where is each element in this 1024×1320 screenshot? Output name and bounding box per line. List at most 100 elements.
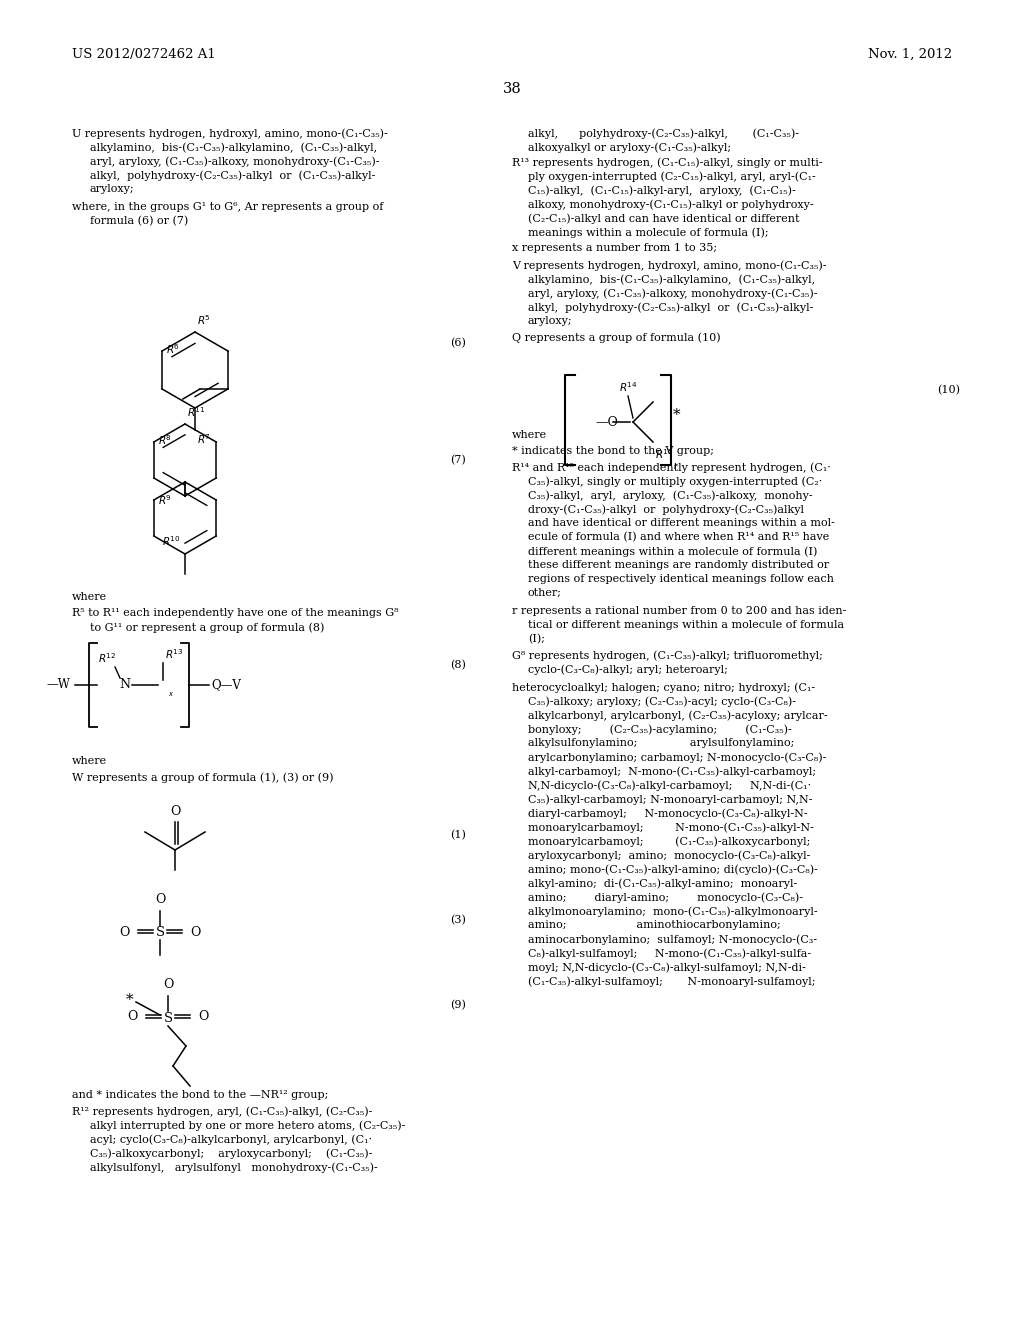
Text: alkylsulfonyl,   arylsulfonyl   monohydroxy-(C₁-C₃₅)-: alkylsulfonyl, arylsulfonyl monohydroxy-… bbox=[90, 1162, 378, 1172]
Text: O: O bbox=[128, 1011, 138, 1023]
Text: and have identical or different meanings within a mol-: and have identical or different meanings… bbox=[528, 517, 835, 528]
Text: O: O bbox=[170, 805, 180, 818]
Text: V represents hydrogen, hydroxyl, amino, mono-(C₁-C₃₅)-: V represents hydrogen, hydroxyl, amino, … bbox=[512, 260, 826, 271]
Text: US 2012/0272462 A1: US 2012/0272462 A1 bbox=[72, 48, 216, 61]
Text: *: * bbox=[673, 408, 681, 422]
Text: arylcarbonylamino; carbamoyl; N-monocyclo-(C₃-C₈)-: arylcarbonylamino; carbamoyl; N-monocycl… bbox=[528, 752, 826, 763]
Text: (1): (1) bbox=[450, 830, 466, 841]
Text: $R^{14}$: $R^{14}$ bbox=[618, 380, 637, 393]
Text: alkyl,      polyhydroxy-(C₂-C₃₅)-alkyl,       (C₁-C₃₅)-: alkyl, polyhydroxy-(C₂-C₃₅)-alkyl, (C₁-C… bbox=[528, 128, 799, 139]
Text: formula (6) or (7): formula (6) or (7) bbox=[90, 216, 188, 226]
Text: heterocycloalkyl; halogen; cyano; nitro; hydroxyl; (C₁-: heterocycloalkyl; halogen; cyano; nitro;… bbox=[512, 682, 815, 693]
Text: alkylcarbonyl, arylcarbonyl, (C₂-C₃₅)-acyloxy; arylcar-: alkylcarbonyl, arylcarbonyl, (C₂-C₃₅)-ac… bbox=[528, 710, 827, 721]
Text: *: * bbox=[126, 993, 134, 1007]
Text: alkyl,  polyhydroxy-(C₂-C₃₅)-alkyl  or  (C₁-C₃₅)-alkyl-: alkyl, polyhydroxy-(C₂-C₃₅)-alkyl or (C₁… bbox=[90, 170, 376, 181]
Text: moyl; N,N-dicyclo-(C₃-C₈)-alkyl-sulfamoyl; N,N-di-: moyl; N,N-dicyclo-(C₃-C₈)-alkyl-sulfamoy… bbox=[528, 962, 806, 973]
Text: other;: other; bbox=[528, 587, 562, 598]
Text: (I);: (I); bbox=[528, 634, 545, 644]
Text: alkyl interrupted by one or more hetero atoms, (C₂-C₃₅)-: alkyl interrupted by one or more hetero … bbox=[90, 1119, 406, 1130]
Text: diaryl-carbamoyl;     N-monocyclo-(C₃-C₈)-alkyl-N-: diaryl-carbamoyl; N-monocyclo-(C₃-C₈)-al… bbox=[528, 808, 808, 818]
Text: aminocarbonylamino;  sulfamoyl; N-monocyclo-(C₃-: aminocarbonylamino; sulfamoyl; N-monocyc… bbox=[528, 935, 817, 945]
Text: acyl; cyclo(C₃-C₈)-alkylcarbonyl, arylcarbonyl, (C₁·: acyl; cyclo(C₃-C₈)-alkylcarbonyl, arylca… bbox=[90, 1134, 372, 1144]
Text: N,N-dicyclo-(C₃-C₈)-alkyl-carbamoyl;     N,N-di-(C₁·: N,N-dicyclo-(C₃-C₈)-alkyl-carbamoyl; N,N… bbox=[528, 780, 811, 791]
Text: O: O bbox=[163, 978, 173, 991]
Text: regions of respectively identical meanings follow each: regions of respectively identical meanin… bbox=[528, 574, 834, 583]
Text: $R^{15}$: $R^{15}$ bbox=[655, 447, 674, 461]
Text: $R^{11}$: $R^{11}$ bbox=[187, 405, 206, 418]
Text: * indicates the bond to the V group;: * indicates the bond to the V group; bbox=[512, 446, 714, 455]
Text: monoarylcarbamoyl;         (C₁-C₃₅)-alkoxycarbonyl;: monoarylcarbamoyl; (C₁-C₃₅)-alkoxycarbon… bbox=[528, 836, 810, 846]
Text: alkoxy, monohydroxy-(C₁-C₁₅)-alkyl or polyhydroxy-: alkoxy, monohydroxy-(C₁-C₁₅)-alkyl or po… bbox=[528, 199, 814, 210]
Text: where: where bbox=[72, 591, 108, 602]
Text: $R^8$: $R^8$ bbox=[158, 433, 172, 447]
Text: $_r$: $_r$ bbox=[673, 462, 679, 473]
Text: U represents hydrogen, hydroxyl, amino, mono-(C₁-C₃₅)-: U represents hydrogen, hydroxyl, amino, … bbox=[72, 128, 388, 139]
Text: x represents a number from 1 to 35;: x represents a number from 1 to 35; bbox=[512, 243, 717, 253]
Text: alkoxyalkyl or aryloxy-(C₁-C₃₅)-alkyl;: alkoxyalkyl or aryloxy-(C₁-C₃₅)-alkyl; bbox=[528, 143, 731, 153]
Text: alkylsulfonylamino;               arylsulfonylamino;: alkylsulfonylamino; arylsulfonylamino; bbox=[528, 738, 795, 748]
Text: (6): (6) bbox=[450, 338, 466, 348]
Text: amino; mono-(C₁-C₃₅)-alkyl-amino; di(cyclo)-(C₃-C₈)-: amino; mono-(C₁-C₃₅)-alkyl-amino; di(cyc… bbox=[528, 865, 818, 875]
Text: O: O bbox=[198, 1011, 208, 1023]
Text: $R^5$: $R^5$ bbox=[197, 313, 211, 327]
Text: (10): (10) bbox=[937, 385, 961, 395]
Text: (C₁-C₃₅)-alkyl-sulfamoyl;       N-monoaryl-sulfamoyl;: (C₁-C₃₅)-alkyl-sulfamoyl; N-monoaryl-sul… bbox=[528, 975, 815, 986]
Text: these different meanings are randomly distributed or: these different meanings are randomly di… bbox=[528, 560, 829, 570]
Text: different meanings within a molecule of formula (I): different meanings within a molecule of … bbox=[528, 546, 817, 557]
Text: —W: —W bbox=[46, 678, 70, 692]
Text: $R^9$: $R^9$ bbox=[158, 494, 172, 507]
Text: Nov. 1, 2012: Nov. 1, 2012 bbox=[868, 48, 952, 61]
Text: amino;        diaryl-amino;        monocyclo-(C₃-C₈)-: amino; diaryl-amino; monocyclo-(C₃-C₈)- bbox=[528, 892, 803, 903]
Text: $R^6$: $R^6$ bbox=[166, 342, 180, 356]
Text: where: where bbox=[72, 756, 108, 766]
Text: alkyl,  polyhydroxy-(C₂-C₃₅)-alkyl  or  (C₁-C₃₅)-alkyl-: alkyl, polyhydroxy-(C₂-C₃₅)-alkyl or (C₁… bbox=[528, 302, 813, 313]
Text: ply oxygen-interrupted (C₂-C₁₅)-alkyl, aryl, aryl-(C₁-: ply oxygen-interrupted (C₂-C₁₅)-alkyl, a… bbox=[528, 172, 816, 182]
Text: alkyl-carbamoyl;  N-mono-(C₁-C₃₅)-alkyl-carbamoyl;: alkyl-carbamoyl; N-mono-(C₁-C₃₅)-alkyl-c… bbox=[528, 766, 816, 776]
Text: R¹³ represents hydrogen, (C₁-C₁₅)-alkyl, singly or multi-: R¹³ represents hydrogen, (C₁-C₁₅)-alkyl,… bbox=[512, 157, 822, 168]
Text: alkylamino,  bis-(C₁-C₃₅)-alkylamino,  (C₁-C₃₅)-alkyl,: alkylamino, bis-(C₁-C₃₅)-alkylamino, (C₁… bbox=[528, 275, 815, 285]
Text: aryloxy;: aryloxy; bbox=[528, 315, 572, 326]
Text: Q—V: Q—V bbox=[211, 678, 241, 692]
Text: (C₂-C₁₅)-alkyl and can have identical or different: (C₂-C₁₅)-alkyl and can have identical or… bbox=[528, 213, 800, 223]
Text: $R^{12}$: $R^{12}$ bbox=[97, 651, 116, 665]
Text: $R^7$: $R^7$ bbox=[197, 432, 211, 446]
Text: r represents a rational number from 0 to 200 and has iden-: r represents a rational number from 0 to… bbox=[512, 606, 847, 616]
Text: where: where bbox=[512, 430, 547, 440]
Text: $R^{10}$: $R^{10}$ bbox=[163, 535, 181, 548]
Text: (3): (3) bbox=[450, 915, 466, 925]
Text: (8): (8) bbox=[450, 660, 466, 671]
Text: (7): (7) bbox=[450, 455, 466, 466]
Text: C₃₅)-alkoxycarbonyl;    aryloxycarbonyl;    (C₁-C₃₅)-: C₃₅)-alkoxycarbonyl; aryloxycarbonyl; (C… bbox=[90, 1148, 373, 1159]
Text: ecule of formula (I) and where when R¹⁴ and R¹⁵ have: ecule of formula (I) and where when R¹⁴ … bbox=[528, 532, 829, 543]
Text: (9): (9) bbox=[450, 1001, 466, 1010]
Text: G⁸ represents hydrogen, (C₁-C₃₅)-alkyl; trifluoromethyl;: G⁸ represents hydrogen, (C₁-C₃₅)-alkyl; … bbox=[512, 649, 823, 660]
Text: O: O bbox=[155, 894, 165, 906]
Text: and * indicates the bond to the —NR¹² group;: and * indicates the bond to the —NR¹² gr… bbox=[72, 1090, 329, 1100]
Text: $_x$: $_x$ bbox=[168, 690, 174, 700]
Text: aryl, aryloxy, (C₁-C₃₅)-alkoxy, monohydroxy-(C₁-C₃₅)-: aryl, aryloxy, (C₁-C₃₅)-alkoxy, monohydr… bbox=[528, 288, 817, 298]
Text: cyclo-(C₃-C₈)-alkyl; aryl; heteroaryl;: cyclo-(C₃-C₈)-alkyl; aryl; heteroaryl; bbox=[528, 664, 728, 675]
Text: R¹⁴ and R¹⁵ each independently represent hydrogen, (C₁·: R¹⁴ and R¹⁵ each independently represent… bbox=[512, 462, 830, 473]
Text: aryl, aryloxy, (C₁-C₃₅)-alkoxy, monohydroxy-(C₁-C₃₅)-: aryl, aryloxy, (C₁-C₃₅)-alkoxy, monohydr… bbox=[90, 156, 380, 166]
Text: C₁₅)-alkyl,  (C₁-C₁₅)-alkyl-aryl,  aryloxy,  (C₁-C₁₅)-: C₁₅)-alkyl, (C₁-C₁₅)-alkyl-aryl, aryloxy… bbox=[528, 185, 796, 195]
Text: aryloxy;: aryloxy; bbox=[90, 183, 134, 194]
Text: alkylmonoarylamino;  mono-(C₁-C₃₅)-alkylmonoaryl-: alkylmonoarylamino; mono-(C₁-C₃₅)-alkylm… bbox=[528, 906, 817, 916]
Text: tical or different meanings within a molecule of formula: tical or different meanings within a mol… bbox=[528, 620, 844, 630]
Text: bonyloxy;        (C₂-C₃₅)-acylamino;        (C₁-C₃₅)-: bonyloxy; (C₂-C₃₅)-acylamino; (C₁-C₃₅)- bbox=[528, 723, 792, 734]
Text: R⁵ to R¹¹ each independently have one of the meanings G⁸: R⁵ to R¹¹ each independently have one of… bbox=[72, 609, 398, 618]
Text: $R^{13}$: $R^{13}$ bbox=[165, 647, 183, 661]
Text: to G¹¹ or represent a group of formula (8): to G¹¹ or represent a group of formula (… bbox=[90, 622, 325, 632]
Text: alkylamino,  bis-(C₁-C₃₅)-alkylamino,  (C₁-C₃₅)-alkyl,: alkylamino, bis-(C₁-C₃₅)-alkylamino, (C₁… bbox=[90, 143, 377, 153]
Text: C₃₅)-alkoxy; aryloxy; (C₂-C₃₅)-acyl; cyclo-(C₃-C₈)-: C₃₅)-alkoxy; aryloxy; (C₂-C₃₅)-acyl; cyc… bbox=[528, 696, 796, 706]
Text: droxy-(C₁-C₃₅)-alkyl  or  polyhydroxy-(C₂-C₃₅)alkyl: droxy-(C₁-C₃₅)-alkyl or polyhydroxy-(C₂-… bbox=[528, 504, 804, 515]
Text: O: O bbox=[120, 925, 130, 939]
Text: amino;                    aminothiocarbonylamino;: amino; aminothiocarbonylamino; bbox=[528, 920, 780, 931]
Text: Q represents a group of formula (10): Q represents a group of formula (10) bbox=[512, 333, 721, 343]
Text: W represents a group of formula (1), (3) or (9): W represents a group of formula (1), (3)… bbox=[72, 772, 334, 783]
Text: monoarylcarbamoyl;         N-mono-(C₁-C₃₅)-alkyl-N-: monoarylcarbamoyl; N-mono-(C₁-C₃₅)-alkyl… bbox=[528, 822, 814, 833]
Text: S: S bbox=[164, 1011, 173, 1024]
Text: O: O bbox=[190, 925, 201, 939]
Text: C₃₅)-alkyl, singly or multiply oxygen-interrupted (C₂·: C₃₅)-alkyl, singly or multiply oxygen-in… bbox=[528, 477, 822, 487]
Text: meanings within a molecule of formula (I);: meanings within a molecule of formula (I… bbox=[528, 227, 769, 238]
Text: N: N bbox=[120, 678, 130, 692]
